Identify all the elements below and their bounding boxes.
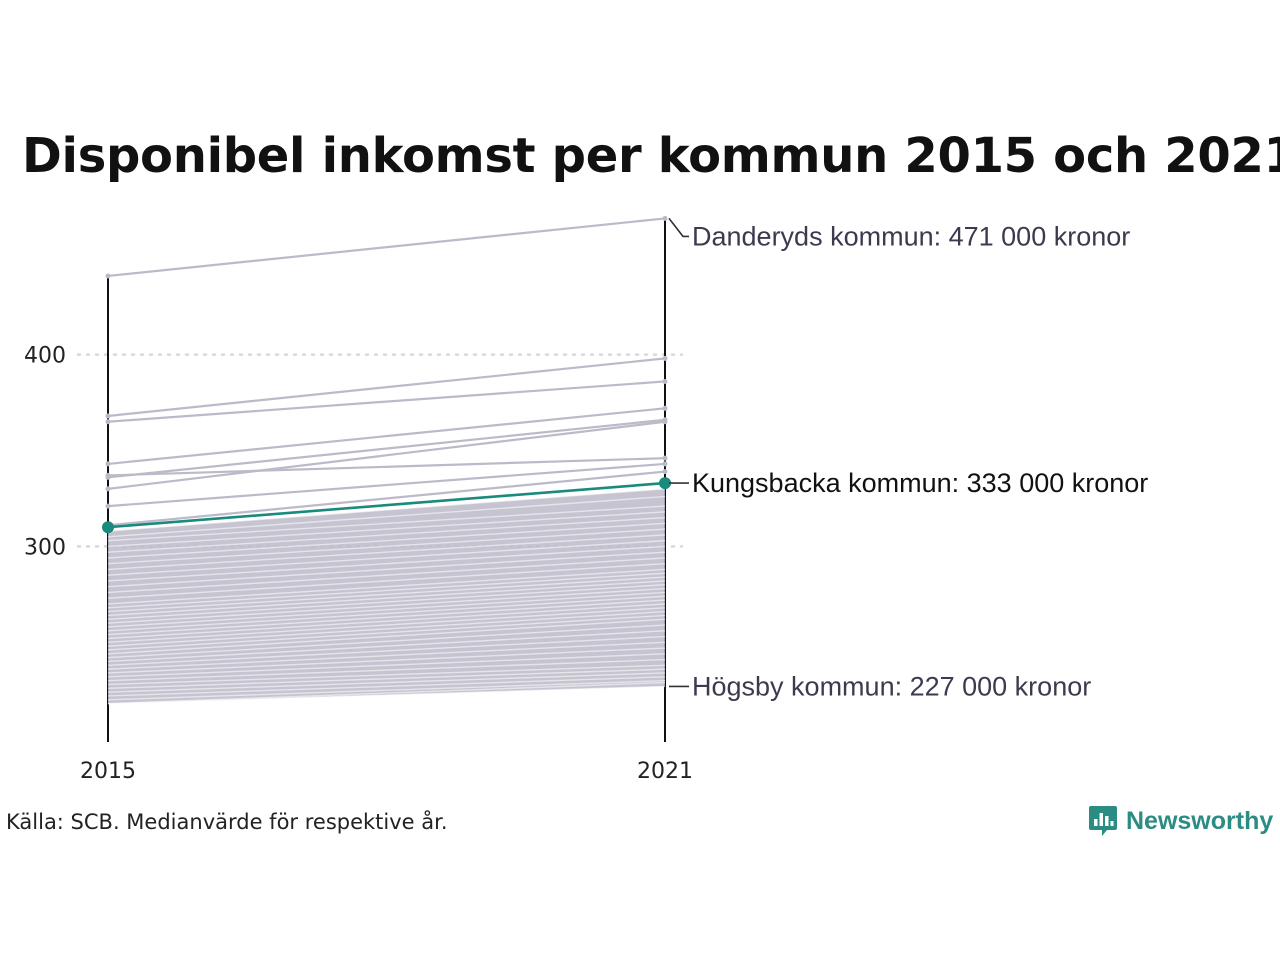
series-point — [105, 472, 111, 478]
series-line — [107, 505, 666, 542]
series-line — [107, 528, 666, 565]
series-line — [107, 568, 666, 605]
highlight-line — [107, 481, 666, 529]
x-tick-label: 2021 — [637, 759, 693, 784]
series-line — [107, 217, 666, 278]
series-line — [107, 607, 666, 643]
series-line — [107, 599, 666, 636]
series-point — [662, 461, 668, 467]
series-line — [107, 495, 666, 538]
series-line — [107, 572, 666, 609]
series-line — [107, 488, 666, 532]
series-point — [662, 419, 668, 425]
annotation-label: Danderyds kommun: 471 000 kronor — [692, 221, 1130, 251]
series-point — [662, 355, 668, 361]
series-line — [107, 679, 666, 701]
series-line — [107, 551, 666, 588]
series-line — [107, 511, 666, 548]
series-line — [107, 647, 666, 674]
series-line — [107, 653, 666, 678]
series-point — [662, 405, 668, 411]
chart-title: Disponibel inkomst per kommun 2015 och 2… — [22, 128, 1280, 184]
highlight-point-2021 — [659, 477, 671, 490]
y-axis-ticks: 300 400 — [24, 344, 66, 561]
series-line — [107, 591, 666, 628]
brand-name: Newsworthy — [1126, 806, 1274, 835]
highlight-point-2015 — [102, 521, 114, 534]
series-line — [107, 584, 666, 620]
series-line — [107, 595, 666, 632]
series-line — [107, 668, 666, 690]
series-line — [107, 457, 666, 477]
series-point — [105, 413, 111, 419]
annotation-leader — [668, 217, 689, 238]
series-line — [107, 562, 666, 599]
newsworthy-logo: Newsworthy — [1088, 804, 1273, 838]
series-line — [107, 580, 666, 617]
annotation-label: Kungsbacka kommun: 333 000 kronor — [692, 468, 1148, 498]
series-line — [107, 420, 666, 490]
series-line — [107, 357, 666, 418]
x-axis-ticks: 2015 2021 — [80, 759, 693, 784]
y-tick-label: 300 — [24, 535, 66, 560]
series-line — [107, 685, 666, 705]
newsworthy-logo-icon — [1089, 806, 1117, 836]
series-point — [662, 378, 668, 384]
series-point — [105, 273, 111, 279]
series-line — [107, 516, 666, 553]
series-point — [105, 486, 111, 492]
series-point — [662, 455, 668, 461]
series-line — [107, 539, 666, 576]
series-point — [662, 215, 668, 221]
series-line — [107, 610, 666, 647]
series-line — [107, 664, 666, 686]
series-line — [107, 676, 666, 697]
series-line — [107, 603, 666, 640]
series-line — [107, 635, 666, 666]
series-line — [107, 624, 666, 659]
series-line — [107, 672, 666, 693]
series-point — [105, 461, 111, 467]
series-line — [107, 470, 666, 527]
series-line — [107, 462, 666, 508]
series-line — [107, 534, 666, 571]
series-line — [107, 545, 666, 582]
series-point — [105, 503, 111, 509]
annotations: Danderyds kommun: 471 000 kronor Kungsbac… — [668, 217, 1148, 701]
series-line — [107, 614, 666, 651]
series-point — [105, 419, 111, 425]
series-line — [107, 557, 666, 594]
highlight-series — [102, 477, 671, 534]
series-line — [107, 418, 666, 479]
series-line — [107, 576, 666, 613]
source-note: Källa: SCB. Medianvärde för respektive å… — [6, 810, 448, 834]
series-line — [107, 407, 666, 466]
x-tick-label: 2015 — [80, 759, 136, 784]
series-line — [107, 658, 666, 682]
annotation-label: Högsby kommun: 227 000 kronor — [692, 671, 1091, 701]
series-line — [107, 630, 666, 663]
series-line — [107, 522, 666, 559]
series-line — [107, 641, 666, 670]
series-line — [107, 380, 666, 423]
series-line — [107, 618, 666, 655]
series-point — [662, 469, 668, 475]
series-line — [107, 587, 666, 624]
y-tick-label: 400 — [24, 344, 66, 369]
series-lines — [105, 215, 668, 705]
